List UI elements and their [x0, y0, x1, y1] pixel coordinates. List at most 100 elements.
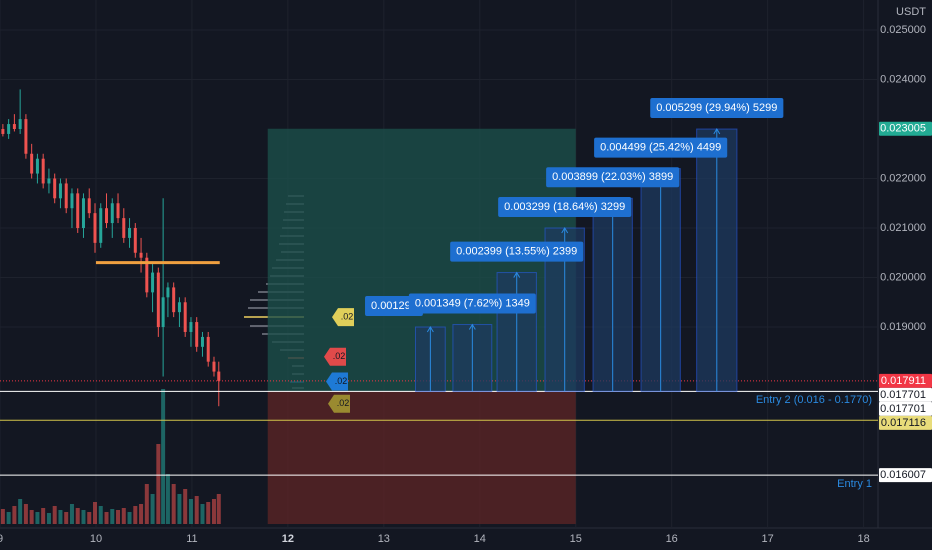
- candle-body: [128, 228, 132, 238]
- target-label-text: 0.003299 (18.64%) 3299: [504, 201, 625, 213]
- order-tag-text: .02: [335, 376, 348, 386]
- volume-bar: [161, 389, 166, 524]
- volume-bar: [206, 502, 211, 524]
- candle-body: [12, 124, 16, 130]
- volume-bar: [211, 499, 216, 524]
- volume-bar: [75, 508, 80, 524]
- price-marker: [879, 387, 932, 402]
- candle-body: [145, 257, 149, 293]
- candle-body: [116, 203, 120, 219]
- candle-body: [139, 252, 143, 258]
- annotation: Entry 1: [837, 478, 872, 490]
- target-label: 0.001349 (7.62%) 1349: [408, 293, 536, 314]
- price-marker-text: 0.016007: [880, 469, 926, 481]
- candle-body: [151, 272, 155, 293]
- volume-bar: [188, 499, 193, 524]
- order-tag: [328, 394, 350, 413]
- candle-body: [105, 208, 109, 224]
- volume-bar: [177, 494, 182, 524]
- volume-bar: [92, 502, 97, 524]
- candle-body: [7, 124, 11, 134]
- volume-bar: [116, 510, 121, 524]
- candle-body: [76, 193, 80, 229]
- annotation: Entry 2 (0.016 - 0.1770): [756, 394, 872, 406]
- volume-bar: [165, 474, 170, 524]
- order-tag-text: .02: [341, 311, 354, 321]
- volume-bar: [41, 508, 46, 524]
- target-arrowhead: [561, 227, 569, 234]
- volume-bar: [35, 512, 40, 524]
- price-marker-text: 0.017701: [880, 389, 926, 401]
- candle-body: [81, 198, 85, 229]
- x-tick-label: 14: [474, 533, 486, 545]
- x-tick-label: 11: [186, 533, 197, 545]
- candle-body: [87, 198, 91, 214]
- y-tick-label: 0.019000: [880, 321, 926, 333]
- price-marker-text: 0.023005: [880, 123, 926, 135]
- y-tick-label: 0.024000: [880, 73, 926, 85]
- unit-label: USDT: [896, 6, 926, 18]
- volume-bar: [98, 506, 103, 524]
- candle-body: [99, 208, 103, 243]
- x-tick-label: 13: [378, 533, 390, 545]
- target-label-box: [594, 137, 728, 158]
- target-arrowhead: [426, 326, 434, 333]
- candle-body: [70, 193, 74, 209]
- candle-body: [35, 158, 39, 174]
- volume-bar: [0, 509, 5, 524]
- volume-bar: [69, 504, 74, 524]
- target-label: 0.005299 (29.94%) 5299: [650, 98, 784, 119]
- volume-bar: [18, 499, 23, 524]
- candle-body: [18, 119, 22, 130]
- candle-body: [41, 158, 45, 184]
- target-label-box: [650, 98, 784, 119]
- candle-body: [110, 203, 114, 224]
- volume-bar: [104, 512, 109, 524]
- candle-body: [47, 178, 51, 184]
- candle-body: [217, 371, 221, 381]
- volume-bar: [144, 484, 149, 524]
- x-tick-label: 17: [762, 533, 774, 545]
- y-tick-label: 0.022000: [880, 172, 926, 184]
- volume-bar: [183, 489, 188, 524]
- candle-body: [172, 287, 176, 313]
- candle-body: [189, 322, 193, 332]
- candle-body: [161, 297, 165, 328]
- x-tick-label: 18: [857, 533, 869, 545]
- x-tick-label: 16: [666, 533, 678, 545]
- order-tag-text: .02: [337, 398, 350, 408]
- candle-body: [93, 213, 97, 243]
- target-label-box: [498, 197, 632, 218]
- x-tick-label: 10: [90, 533, 102, 545]
- target-label: 0.002399 (13.55%) 2399: [450, 241, 584, 262]
- x-tick-label: 15: [570, 533, 582, 545]
- volume-bar: [127, 512, 132, 524]
- volume-bar: [121, 508, 126, 524]
- candle-body: [24, 119, 28, 154]
- volume-bar: [6, 512, 11, 524]
- target-label-text: 0.001299: [371, 300, 417, 312]
- volume-bar: [150, 494, 155, 524]
- target-label-text: 0.004499 (25.42%) 4499: [600, 142, 721, 154]
- volume-bar: [139, 504, 144, 524]
- candle-body: [183, 302, 187, 332]
- order-tag-text: .02: [333, 351, 346, 361]
- target-label: 0.003299 (18.64%) 3299: [498, 197, 632, 218]
- volume-bar: [110, 509, 115, 524]
- volume-bar: [58, 510, 63, 524]
- y-tick-label: 0.025000: [880, 24, 926, 36]
- target-label-box: [408, 293, 536, 314]
- volume-bar: [216, 494, 221, 524]
- candle-body: [195, 322, 199, 347]
- order-tag: [326, 372, 348, 391]
- volume-bar: [29, 510, 34, 524]
- target-label-text: 0.003899 (22.03%) 3899: [552, 171, 673, 183]
- candle-body: [53, 178, 57, 199]
- candle-body: [166, 287, 170, 298]
- candle-body: [58, 183, 62, 199]
- volume-bar: [81, 510, 86, 524]
- candle-body: [200, 336, 204, 347]
- candle-body: [212, 361, 216, 372]
- volume-bar: [46, 513, 51, 524]
